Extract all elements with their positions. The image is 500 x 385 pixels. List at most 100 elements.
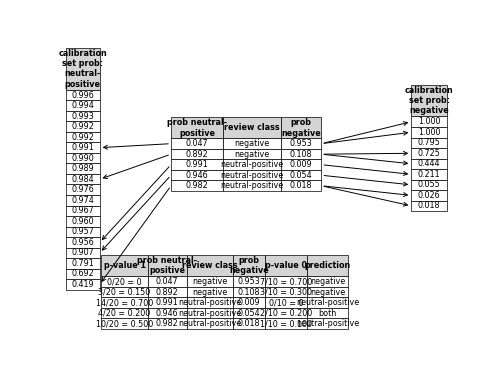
Bar	[265, 276, 306, 287]
Text: neutral-positive: neutral-positive	[296, 298, 359, 307]
Bar	[101, 287, 148, 297]
Text: prob
negative: prob negative	[229, 256, 269, 275]
Bar	[280, 170, 322, 181]
Bar	[306, 276, 348, 287]
Bar	[66, 216, 100, 227]
Bar	[265, 318, 306, 329]
Text: prob neutral-
positive: prob neutral- positive	[167, 118, 227, 137]
Bar	[186, 255, 233, 276]
Text: 3/10 = 0.300: 3/10 = 0.300	[260, 288, 312, 296]
Text: 0.946: 0.946	[156, 309, 178, 318]
Bar	[411, 169, 447, 179]
Bar	[306, 308, 348, 318]
Text: 0.946: 0.946	[186, 171, 208, 180]
Text: 0.991: 0.991	[72, 143, 94, 152]
Bar	[148, 255, 186, 276]
Text: 0.994: 0.994	[72, 101, 94, 110]
Bar	[171, 170, 224, 181]
Bar	[411, 148, 447, 159]
Bar	[66, 111, 100, 121]
Bar	[411, 201, 447, 211]
Text: 0.108: 0.108	[290, 150, 312, 159]
Text: 4/20 = 0.200: 4/20 = 0.200	[98, 309, 150, 318]
Text: 0.047: 0.047	[156, 277, 178, 286]
Bar	[280, 159, 322, 170]
Text: 0.991: 0.991	[186, 160, 208, 169]
Text: neutral-positive: neutral-positive	[296, 319, 359, 328]
Text: prob neutral-
positive: prob neutral- positive	[137, 256, 197, 275]
Bar	[66, 174, 100, 184]
Bar	[66, 142, 100, 153]
Bar	[186, 308, 233, 318]
Bar	[280, 149, 322, 159]
Bar	[411, 85, 447, 116]
Text: 0.992: 0.992	[71, 122, 94, 131]
Bar	[66, 206, 100, 216]
Bar	[101, 276, 148, 287]
Bar	[101, 255, 148, 276]
Text: neutral-positive: neutral-positive	[220, 171, 284, 180]
Bar	[66, 100, 100, 111]
Bar	[265, 297, 306, 308]
Bar	[186, 297, 233, 308]
Bar	[265, 255, 306, 276]
Bar	[66, 164, 100, 174]
Text: p-value 1: p-value 1	[104, 261, 146, 270]
Bar	[171, 138, 224, 149]
Bar	[186, 276, 233, 287]
Text: neutral-positive: neutral-positive	[178, 309, 242, 318]
Text: 0.956: 0.956	[72, 238, 94, 247]
Text: 0.791: 0.791	[72, 259, 94, 268]
Text: p-value 0: p-value 0	[265, 261, 307, 270]
Text: 0.967: 0.967	[72, 206, 94, 215]
Text: 0.054: 0.054	[238, 309, 260, 318]
Bar	[224, 117, 280, 138]
Text: 0.795: 0.795	[418, 138, 440, 147]
Bar	[306, 318, 348, 329]
Bar	[66, 248, 100, 258]
Text: negative: negative	[192, 288, 228, 296]
Text: 0.692: 0.692	[72, 270, 94, 278]
Text: review class: review class	[224, 123, 280, 132]
Bar	[66, 132, 100, 142]
Text: 0.108: 0.108	[238, 288, 260, 296]
Bar	[265, 287, 306, 297]
Bar	[224, 138, 280, 149]
Bar	[171, 181, 224, 191]
Text: 0.026: 0.026	[418, 191, 440, 200]
Bar	[66, 279, 100, 290]
Bar	[171, 149, 224, 159]
Bar	[66, 258, 100, 269]
Text: negative: negative	[234, 150, 270, 159]
Text: 0/20 = 0: 0/20 = 0	[107, 277, 142, 286]
Text: 0.892: 0.892	[156, 288, 178, 296]
Bar	[148, 276, 186, 287]
Text: 0/10 = 0: 0/10 = 0	[268, 298, 303, 307]
Bar	[411, 116, 447, 127]
Text: prob
negative: prob negative	[281, 118, 321, 137]
Text: 0.419: 0.419	[72, 280, 94, 289]
Bar	[233, 308, 265, 318]
Text: 0.725: 0.725	[418, 149, 440, 158]
Text: 0.989: 0.989	[72, 164, 94, 173]
Text: 0.009: 0.009	[290, 160, 312, 169]
Bar	[265, 308, 306, 318]
Text: calibration
set prob:
negative: calibration set prob: negative	[404, 86, 454, 116]
Bar	[411, 127, 447, 137]
Text: 0.009: 0.009	[238, 298, 260, 307]
Text: 0.892: 0.892	[186, 150, 208, 159]
Bar	[171, 117, 224, 138]
Bar	[280, 117, 322, 138]
Text: negative: negative	[192, 277, 228, 286]
Text: 0.976: 0.976	[72, 185, 94, 194]
Bar	[224, 181, 280, 191]
Bar	[233, 297, 265, 308]
Bar	[306, 287, 348, 297]
Bar	[280, 138, 322, 149]
Bar	[66, 237, 100, 248]
Bar	[186, 287, 233, 297]
Bar	[224, 149, 280, 159]
Bar	[101, 308, 148, 318]
Text: both: both	[318, 309, 336, 318]
Text: 0.996: 0.996	[72, 90, 94, 100]
